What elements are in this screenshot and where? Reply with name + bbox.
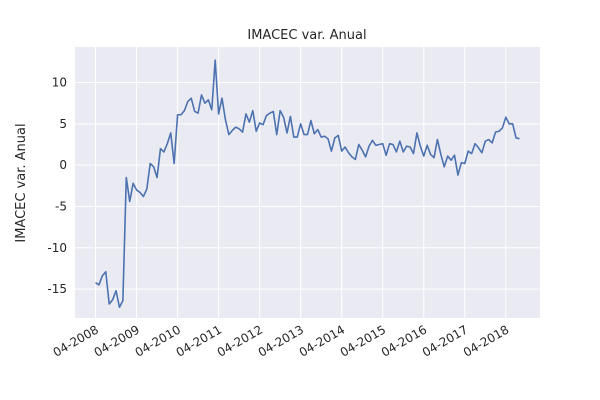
x-tick-label: 04-2012 xyxy=(215,322,265,359)
x-tick-label: 04-2008 xyxy=(51,322,101,359)
y-tick-label: -15 xyxy=(47,282,67,296)
y-tick-label: -5 xyxy=(55,199,67,213)
data-line xyxy=(95,59,520,309)
x-tick-label: 04-2010 xyxy=(133,322,183,359)
y-tick-label: 10 xyxy=(52,76,67,90)
y-tick-label: 5 xyxy=(59,117,67,131)
x-tick-label: 04-2013 xyxy=(256,322,306,359)
x-tick-label: 04-2014 xyxy=(297,322,347,359)
x-tick-label: 04-2017 xyxy=(420,322,470,359)
y-tick-label: -10 xyxy=(47,241,67,255)
y-axis-label: IMACEC var. Anual xyxy=(14,123,29,242)
x-tick-label: 04-2018 xyxy=(461,322,511,359)
x-tick-label: 04-2009 xyxy=(92,322,142,359)
x-tick-label: 04-2015 xyxy=(338,322,388,359)
chart-title: IMACEC var. Anual xyxy=(247,28,366,43)
x-tick-label: 04-2011 xyxy=(174,322,224,359)
y-tick-label: 0 xyxy=(59,158,67,172)
x-tick-label: 04-2016 xyxy=(379,322,429,359)
plot-background xyxy=(75,47,540,318)
